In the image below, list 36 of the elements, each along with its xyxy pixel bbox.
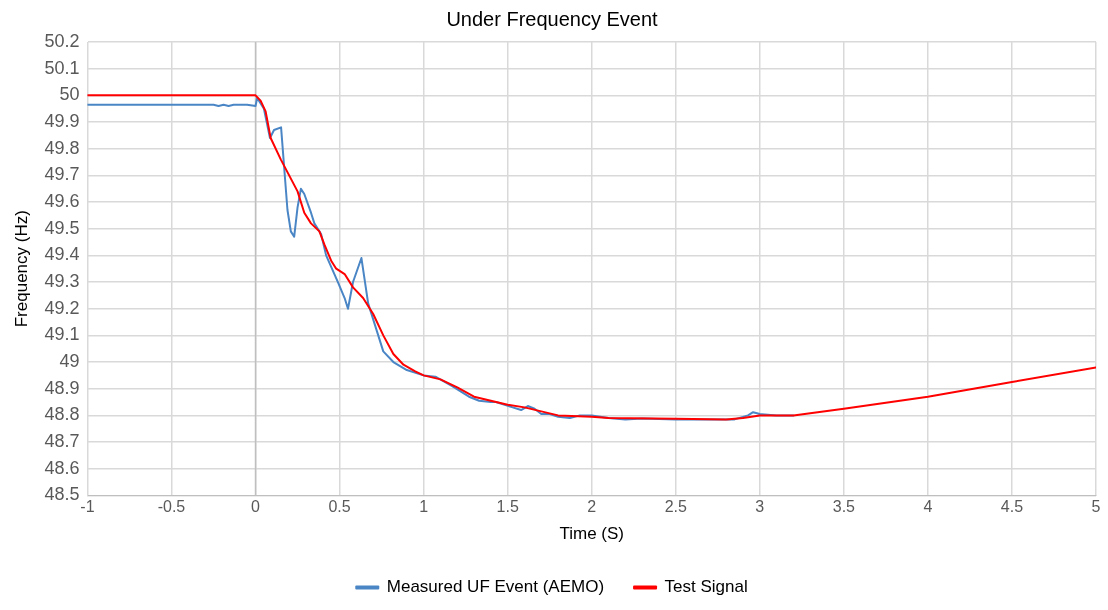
y-tick-label: 49 (59, 351, 80, 372)
x-tick-label: 1 (419, 498, 429, 516)
y-tick-label: 50 (59, 84, 80, 105)
y-tick-label: 49.6 (44, 190, 80, 211)
y-tick-label: 49.3 (44, 271, 80, 291)
legend-label: Test Signal (664, 577, 748, 597)
y-axis-title: Frequency (Hz) (11, 210, 31, 328)
y-tick-label: 49.9 (44, 110, 80, 131)
y-tick-label: 49.4 (44, 244, 80, 265)
y-tick-label: 49.1 (44, 324, 80, 345)
chart-title: Under Frequency Event (446, 7, 659, 30)
y-tick-label: 48.5 (44, 484, 80, 505)
y-tick-label: 49.5 (44, 217, 80, 238)
x-tick-label: 3.5 (832, 498, 856, 516)
y-tick-label: 50.2 (44, 30, 80, 51)
x-tick-label: 4 (923, 498, 933, 516)
y-tick-label: 49.2 (44, 297, 80, 318)
x-tick-label: 3 (755, 498, 765, 516)
x-tick-label: 2 (587, 498, 597, 516)
y-tick-label: 50.1 (44, 57, 80, 78)
y-tick-label: 49.7 (44, 164, 80, 185)
x-tick-label: 2.5 (664, 498, 687, 516)
x-tick-label: 5 (1091, 498, 1101, 516)
x-axis-title: Time (S) (559, 524, 624, 544)
legend-label: Measured UF Event (AEMO) (386, 577, 605, 597)
x-tick-label: -0.5 (157, 498, 186, 516)
x-tick-label: 0.5 (328, 498, 351, 516)
x-tick-label: -1 (80, 498, 95, 516)
y-tick-label: 48.9 (44, 377, 80, 398)
y-tick-label: 48.7 (44, 431, 80, 452)
y-tick-label: 48.6 (44, 457, 80, 478)
y-tick-label: 49.8 (44, 137, 80, 158)
y-tick-label: 48.8 (44, 404, 80, 425)
x-tick-label: 0 (251, 498, 261, 516)
x-tick-label: 4.5 (1000, 498, 1024, 516)
x-tick-label: 1.5 (496, 498, 519, 516)
